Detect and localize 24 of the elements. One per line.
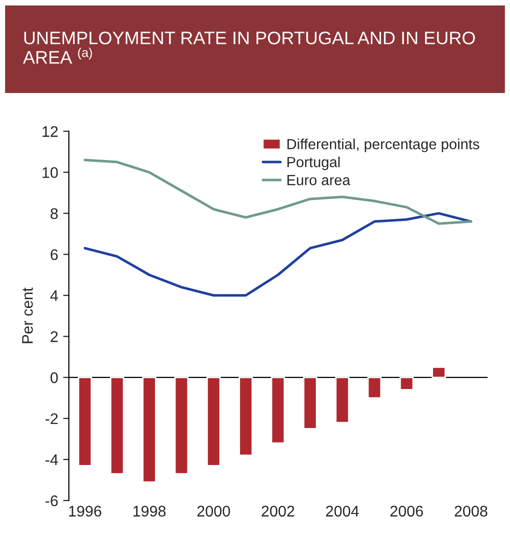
y-tick-label: 6 [50,249,58,260]
x-tick-label: 1998 [133,506,166,517]
x-tick-label: 1996 [69,506,102,517]
x-tick-label: 2006 [390,506,423,517]
line-series [84,212,472,297]
x-tick-label: 2004 [326,506,359,517]
y-tick-label: -4 [46,454,58,466]
y-tick-label: -2 [46,413,58,424]
x-tick-label: 2002 [262,506,294,517]
legend-label: Euro area [287,175,350,186]
y-tick-label: -6 [46,495,58,506]
y-tick-label: 8 [50,208,58,220]
x-tick-label: 2000 [197,506,230,517]
y-tick-label: 4 [50,290,58,301]
line-series [84,158,472,225]
x-tick-label: 2008 [454,506,488,517]
y-tick-label: 10 [42,167,58,178]
y-tick-label: 12 [42,126,58,137]
chart-title: UNEMPLOYMENT RATE IN PORTUGAL AND IN EURO AREA $^{(a)}$ [22,32,475,64]
y-tick-label: 0 [50,372,58,384]
legend-label: Portugal [287,156,340,170]
y-tick-label: 2 [50,331,58,342]
y-axis-title: Per cent [22,288,33,344]
legend-label: Differential, percentage points [287,138,480,152]
